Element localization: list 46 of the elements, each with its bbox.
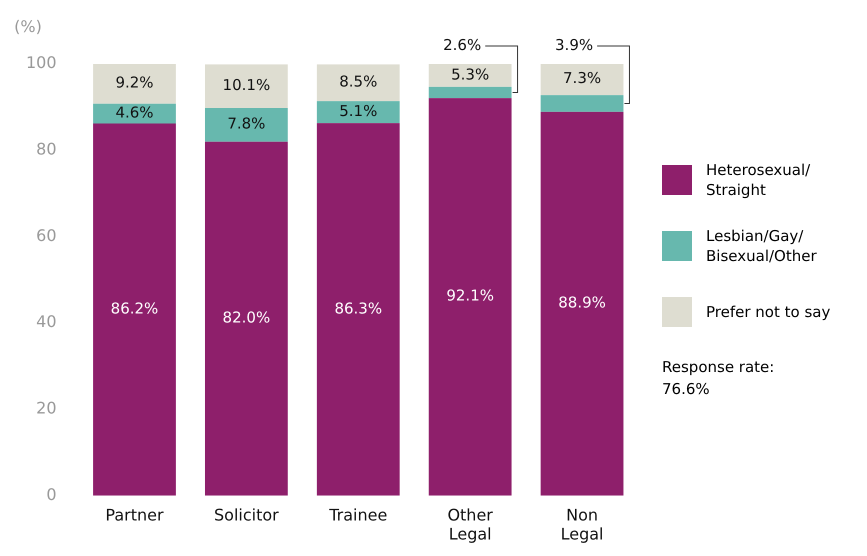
data-label: 8.5% [339, 72, 378, 91]
bar [428, 98, 512, 496]
data-label: 9.2% [115, 74, 154, 92]
text: Heterosexual/Straight [706, 161, 810, 199]
bar [93, 64, 176, 104]
data-label: 86.2% [110, 299, 158, 318]
data-label: 92.1% [446, 286, 494, 305]
data-label: 4.6% [115, 104, 154, 122]
text: Lesbian/Gay/Bisexual/Other [706, 227, 817, 265]
bar [316, 101, 400, 124]
data-label: 82.0% [222, 308, 270, 327]
x-tick-label: Trainee [328, 505, 388, 524]
bar [540, 112, 624, 496]
y-tick-label: 80 [36, 139, 57, 158]
bar [540, 95, 624, 112]
y-axis-title: (%) [14, 17, 42, 36]
bar [428, 86, 512, 98]
data-label: 5.1% [339, 102, 378, 120]
x-tick-label: Solicitor [214, 505, 280, 524]
bar [540, 64, 624, 96]
data-label: 7.8% [227, 114, 266, 133]
data-label: 2.6% [443, 36, 482, 54]
x-tick-label: Non Legal [560, 505, 604, 544]
data-label: 7.3% [563, 69, 602, 88]
bar [204, 64, 288, 108]
bar [93, 104, 176, 124]
legend-label: Prefer not to say [706, 302, 832, 322]
x-tick-label: Other Legal [447, 505, 494, 544]
bar [316, 64, 400, 102]
bar [93, 124, 176, 496]
data-label: 88.9% [558, 294, 606, 312]
y-tick-label: 40 [36, 312, 57, 332]
x-tick-label: Partner [105, 505, 164, 524]
data-label: 5.3% [451, 65, 490, 84]
data-label: 86.3% [334, 299, 382, 318]
bar [316, 123, 400, 496]
bar [204, 142, 288, 496]
y-tick-label: 0 [46, 484, 57, 504]
data-label: 3.9% [555, 36, 594, 54]
text: Response rate: 76.6% [662, 357, 776, 400]
y-tick-label: 60 [36, 226, 57, 245]
y-tick-label: 20 [36, 398, 57, 418]
y-tick-label: 100 [26, 53, 57, 72]
data-label: 10.1% [222, 76, 270, 94]
bar [428, 64, 512, 87]
bar [204, 108, 288, 142]
